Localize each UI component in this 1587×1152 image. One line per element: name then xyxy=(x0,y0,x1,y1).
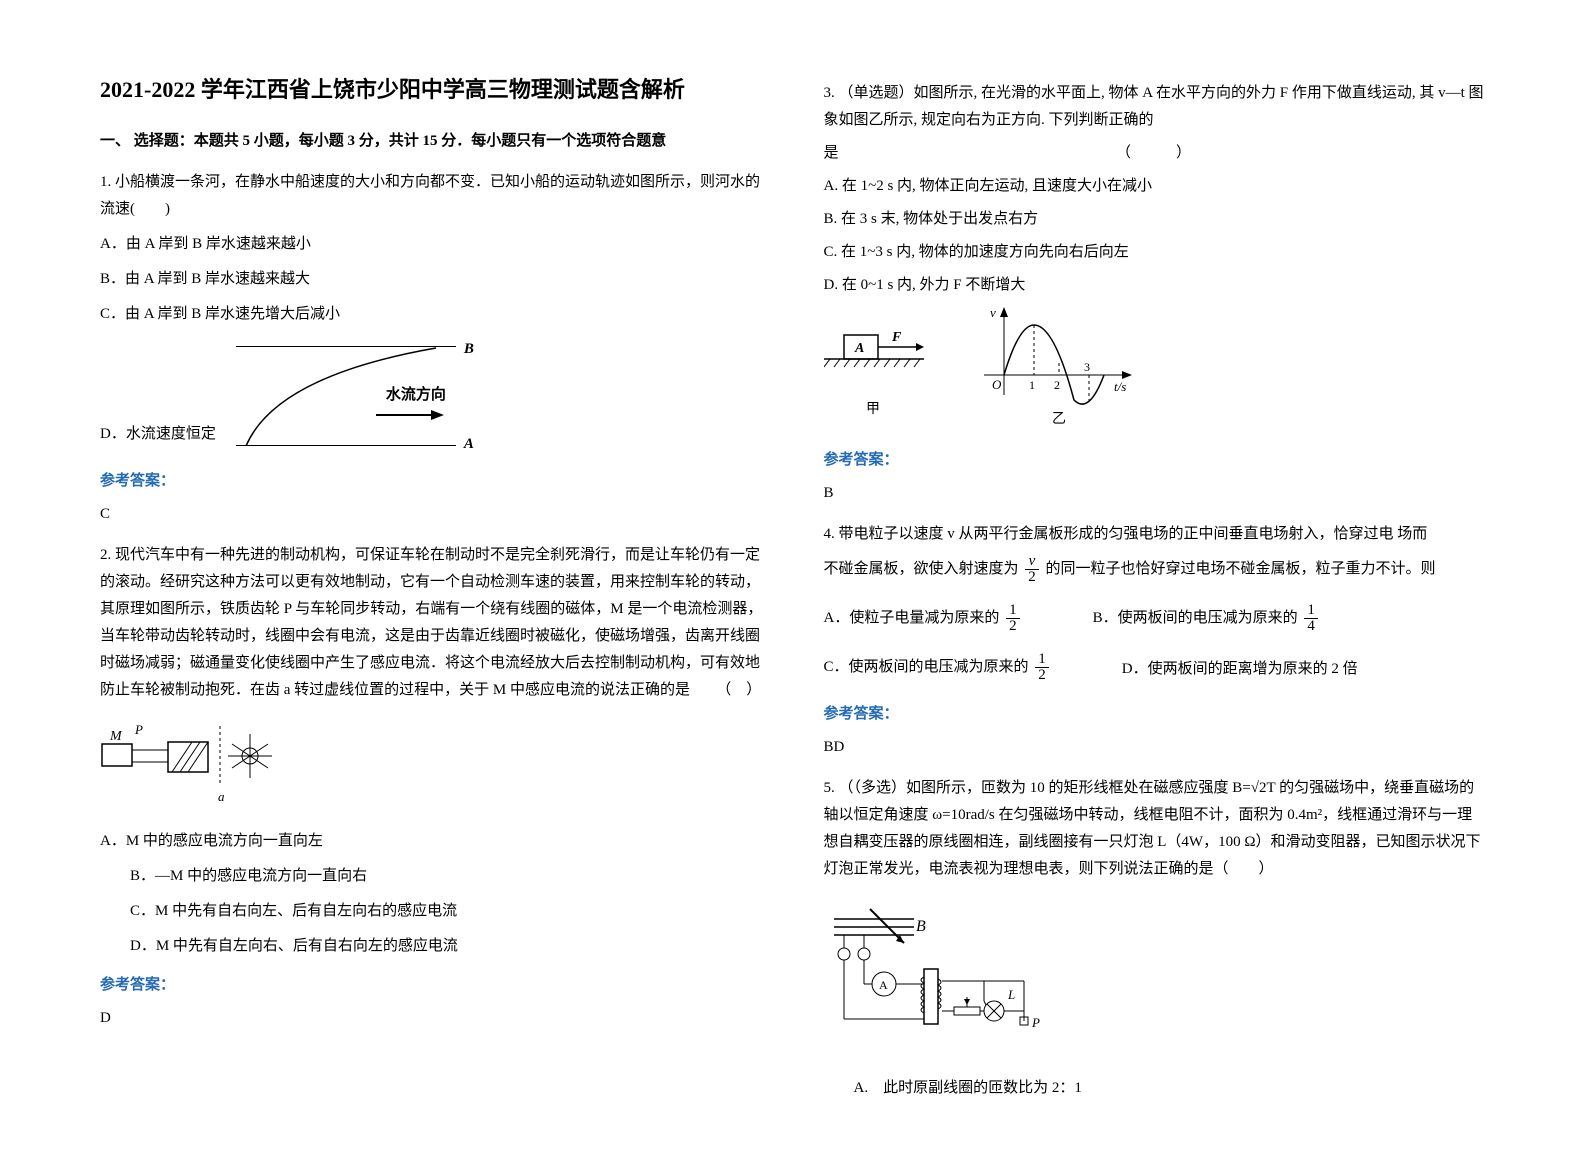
q3-answer: B xyxy=(824,480,1488,507)
q2-label-m: M xyxy=(109,729,123,744)
q1-label-b: B xyxy=(464,336,474,363)
q2-figure: M P a xyxy=(100,716,280,816)
question-3: 3. （单选题）如图所示, 在光滑的水平面上, 物体 A 在水平方向的外力 F … xyxy=(824,80,1488,435)
q1-opt-d: D．水流速度恒定 xyxy=(100,421,216,448)
sqrt2: √2 xyxy=(1251,780,1267,796)
q2-answer-label: 参考答案： xyxy=(100,972,764,999)
q1-opt-c: C．由 A 岸到 B 岸水速先增大后减小 xyxy=(100,301,764,328)
q4-opt-c: C．使两板间的电压减为原来的 12 xyxy=(824,652,1052,683)
q1-label-a: A xyxy=(464,431,474,458)
q3-answer-label: 参考答案： xyxy=(824,447,1488,474)
q3-t2: 2 xyxy=(1054,378,1060,392)
q1-opt-b: B．由 A 岸到 B 岸水速越来越大 xyxy=(100,266,764,293)
q4-opt-b: B．使两板间的电压减为原来的 14 xyxy=(1093,603,1321,634)
q3-label-jia: 甲 xyxy=(866,402,880,417)
q3-label-v: v xyxy=(990,305,996,320)
q5-opt-a: A. 此时原副线圈的匝数比为 2：1 xyxy=(854,1075,1488,1102)
q3-label-F: F xyxy=(891,330,902,345)
question-1: 1. 小船横渡一条河，在静水中船速度的大小和方向都不变．已知小船的运动轨迹如图所… xyxy=(100,169,764,456)
question-4: 4. 带电粒子以速度 v 从两平行金属板形成的匀强电场的正中间垂直电场射入，恰穿… xyxy=(824,521,1488,683)
question-5: 5. （（多选）如图所示，匝数为 10 的矩形线框处在磁感应强度 B=√2T 的… xyxy=(824,775,1488,1102)
section-heading: 一、 选择题：本题共 5 小题，每小题 3 分，共计 15 分．每小题只有一个选… xyxy=(100,128,764,155)
q3-label-t: t/s xyxy=(1114,379,1126,394)
q2-answer: D xyxy=(100,1005,764,1032)
flow-arrow-icon xyxy=(376,408,446,422)
q4-opt-d: D．使两板间的距离增为原来的 2 倍 xyxy=(1122,656,1358,683)
q3-opt-a: A. 在 1~2 s 内, 物体正向左运动, 且速度大小在减小 xyxy=(824,173,1488,200)
q1-answer: C xyxy=(100,501,764,528)
q3-t1: 1 xyxy=(1029,378,1035,392)
q1-flow-label: 水流方向 xyxy=(386,382,446,409)
q3-figure: A F 甲 xyxy=(824,305,1488,435)
doc-title: 2021-2022 学年江西省上饶市少阳中学高三物理测试题含解析 xyxy=(100,70,764,110)
q1-answer-label: 参考答案： xyxy=(100,468,764,495)
q2-opt-c: C．M 中先有自右向左、后有自左向右的感应电流 xyxy=(130,898,764,925)
q1-stem: 1. 小船横渡一条河，在静水中船速度的大小和方向都不变．已知小船的运动轨迹如图所… xyxy=(100,169,764,223)
q4-stem2: 不碰金属板，欲使入射速度为 v 2 的同一粒子也恰好穿过电场不碰金属板，粒子重力… xyxy=(824,554,1488,585)
question-2: 2. 现代汽车中有一种先进的制动机构，可保证车轮在制动时不是完全刹死滑行，而是让… xyxy=(100,542,764,960)
q1-figure: B A 水流方向 xyxy=(236,346,456,446)
q3-opt-d: D. 在 0~1 s 内, 外力 F 不断增大 xyxy=(824,272,1488,299)
q2-opt-d: D．M 中先有自左向右、后有自右向左的感应电流 xyxy=(130,933,764,960)
q4-opt-a: A．使粒子电量减为原来的 12 xyxy=(824,603,1023,634)
q3-label-A: A xyxy=(854,341,864,356)
q4-stem1: 4. 带电粒子以速度 v 从两平行金属板形成的匀强电场的正中间垂直电场射入，恰穿… xyxy=(824,521,1488,548)
q3-label-O: O xyxy=(992,377,1002,392)
q4-stem2b: 的同一粒子也恰好穿过电场不碰金属板，粒子重力不计。则 xyxy=(1046,561,1436,577)
q2-label-p: P xyxy=(134,722,143,737)
q2-label-a: a xyxy=(218,789,225,804)
q5-label-P: P xyxy=(1031,1015,1040,1030)
q3-opt-b: B. 在 3 s 末, 物体处于出发点右方 xyxy=(824,206,1488,233)
q3-opt-c: C. 在 1~3 s 内, 物体的加速度方向先向右后向左 xyxy=(824,239,1488,266)
q4-stem2a: 不碰金属板，欲使入射速度为 xyxy=(824,561,1019,577)
q2-opt-a: A．M 中的感应电流方向一直向左 xyxy=(100,828,764,855)
q5-stem: 5. （（多选）如图所示，匝数为 10 的矩形线框处在磁感应强度 B=√2T 的… xyxy=(824,775,1488,883)
q4-frac-v2: v 2 xyxy=(1025,554,1039,585)
q3-stem2: 是 （ ） xyxy=(824,140,1488,167)
q3-label-yi: 乙 xyxy=(1052,411,1066,427)
q1-opt-a: A．由 A 岸到 B 岸水速越来越小 xyxy=(100,231,764,258)
q5-label-B: B xyxy=(916,918,926,935)
q2-stem: 2. 现代汽车中有一种先进的制动机构，可保证车轮在制动时不是完全刹死滑行，而是让… xyxy=(100,542,764,704)
q4-answer: BD xyxy=(824,734,1488,761)
q5-label-L: L xyxy=(1007,987,1015,1002)
q2-opt-b: B．—M 中的感应电流方向一直向右 xyxy=(130,863,764,890)
q4-answer-label: 参考答案： xyxy=(824,701,1488,728)
q5-figure: B A xyxy=(824,899,1488,1059)
right-column: 3. （单选题）如图所示, 在光滑的水平面上, 物体 A 在水平方向的外力 F … xyxy=(824,70,1488,1112)
q5-label-A: A xyxy=(879,978,888,992)
q3-stem1: 3. （单选题）如图所示, 在光滑的水平面上, 物体 A 在水平方向的外力 F … xyxy=(824,80,1488,134)
q3-t3: 3 xyxy=(1084,360,1090,374)
left-column: 2021-2022 学年江西省上饶市少阳中学高三物理测试题含解析 一、 选择题：… xyxy=(100,70,764,1112)
